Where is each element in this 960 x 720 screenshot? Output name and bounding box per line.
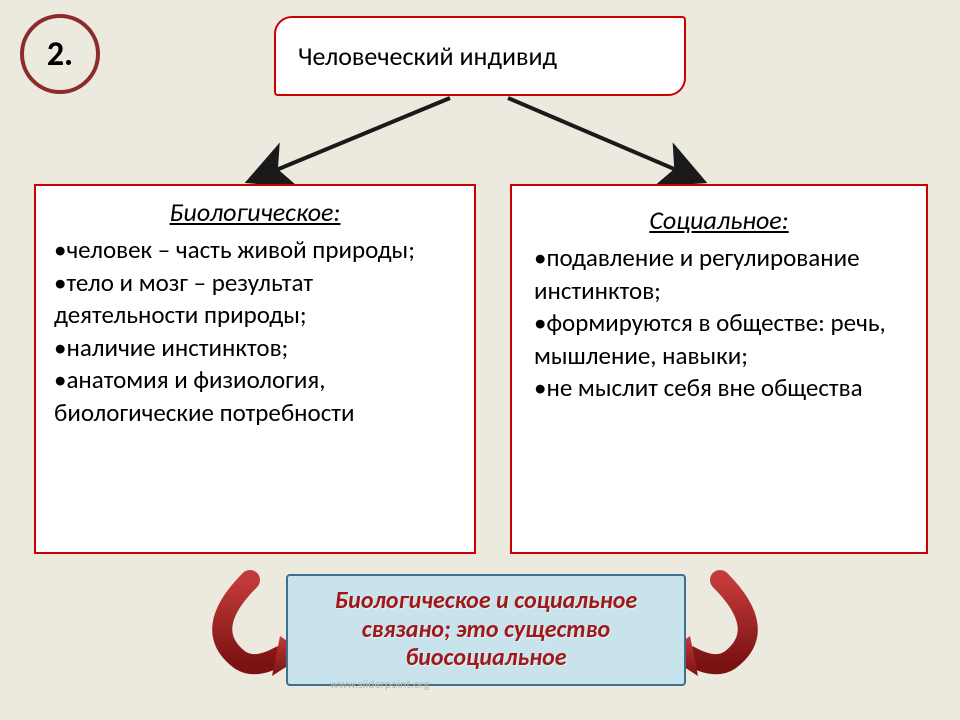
conclusion-text: Биологическое и социальное связано; это …	[304, 587, 668, 673]
right-box-body: •подавление и регулирование инстинктов; …	[534, 242, 904, 405]
right-box-title: Социальное:	[534, 204, 904, 236]
watermark-text: www.sliderpoint.org	[330, 678, 429, 692]
left-box-title: Биологическое:	[54, 196, 456, 228]
slide-number-circle: 2.	[20, 14, 100, 94]
arrow-bottom-left-body	[222, 580, 280, 664]
arrow-top-right	[508, 98, 700, 180]
right-bullet: •подавление и регулирование инстинктов;	[534, 242, 904, 307]
slide-number: 2.	[47, 34, 73, 75]
right-social-box: Социальное: •подавление и регулирование …	[510, 184, 928, 554]
left-bullet: •человек – часть живой природы;	[54, 234, 456, 267]
left-bullet: •наличие инстинктов;	[54, 332, 456, 365]
left-bullet: •анатомия и физиология, биологические по…	[54, 364, 456, 429]
left-box-body: •человек – часть живой природы; •тело и …	[54, 234, 456, 429]
top-concept-box: Человеческий индивид	[274, 16, 686, 96]
left-bullet: •тело и мозг – результат деятельности пр…	[54, 267, 456, 332]
arrow-top-left	[252, 98, 450, 180]
left-biological-box: Биологическое: •человек – часть живой пр…	[34, 184, 476, 554]
arrow-bottom-right-body	[690, 580, 748, 664]
top-concept-label: Человеческий индивид	[298, 40, 557, 72]
conclusion-box: Биологическое и социальное связано; это …	[286, 574, 686, 686]
right-bullet: •формируются в обществе: речь, мышление,…	[534, 307, 904, 372]
right-bullet: •не мыслит себя вне общества	[534, 372, 904, 405]
